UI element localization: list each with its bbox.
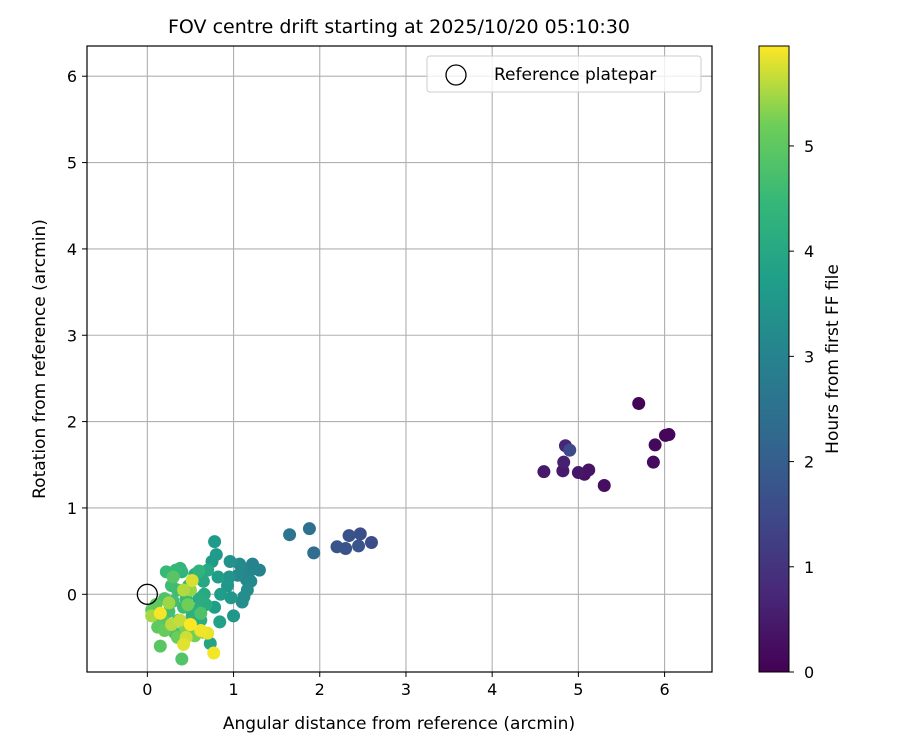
data-point bbox=[194, 606, 208, 620]
data-point bbox=[307, 546, 321, 560]
y-tick-label: 1 bbox=[67, 499, 77, 518]
y-tick-label: 0 bbox=[67, 585, 77, 604]
x-tick-label: 4 bbox=[487, 680, 497, 699]
data-point bbox=[597, 478, 611, 492]
data-point bbox=[557, 455, 571, 469]
data-point bbox=[224, 591, 238, 605]
y-tick-label: 5 bbox=[67, 154, 77, 173]
data-point bbox=[330, 540, 344, 554]
x-tick-label: 6 bbox=[659, 680, 669, 699]
y-axis-label: Rotation from reference (arcmin) bbox=[30, 219, 50, 499]
y-tick-label: 3 bbox=[67, 326, 77, 345]
data-point bbox=[223, 554, 237, 568]
y-tick-label: 2 bbox=[67, 413, 77, 432]
y-axis-ticks: 0 1 2 3 4 5 6 bbox=[67, 67, 87, 604]
chart-title: FOV centre drift starting at 2025/10/20 … bbox=[168, 16, 630, 38]
data-point bbox=[537, 465, 551, 479]
colorbar-tick-label: 0 bbox=[804, 663, 814, 682]
colorbar-gradient bbox=[758, 45, 790, 673]
x-tick-label: 5 bbox=[573, 680, 583, 699]
data-point bbox=[153, 606, 167, 620]
y-tick-label: 6 bbox=[67, 67, 77, 86]
colorbar: 0 1 2 3 4 5 Hours from first FF file bbox=[758, 45, 843, 682]
data-point bbox=[177, 637, 191, 651]
x-axis-ticks: 0 1 2 3 4 5 6 bbox=[142, 672, 670, 699]
data-point bbox=[227, 609, 241, 623]
data-point bbox=[173, 613, 187, 627]
data-point bbox=[646, 455, 660, 469]
x-axis-label: Angular distance from reference (arcmin) bbox=[223, 714, 575, 734]
colorbar-tick-label: 1 bbox=[804, 558, 814, 577]
reference-platepar-marker bbox=[136, 583, 158, 605]
colorbar-tick-label: 4 bbox=[804, 242, 814, 261]
legend: Reference platepar bbox=[426, 55, 702, 93]
colorbar-tick-label: 5 bbox=[804, 137, 814, 156]
data-point bbox=[175, 652, 189, 666]
data-point bbox=[207, 646, 221, 660]
data-points bbox=[136, 396, 676, 666]
x-tick-label: 0 bbox=[142, 680, 152, 699]
data-point bbox=[571, 466, 585, 480]
data-point bbox=[194, 624, 208, 638]
data-point bbox=[342, 529, 356, 543]
data-point bbox=[177, 583, 191, 597]
data-point bbox=[181, 598, 195, 612]
data-point bbox=[183, 618, 197, 632]
y-tick-label: 4 bbox=[67, 240, 77, 259]
data-point bbox=[582, 463, 596, 477]
data-point bbox=[352, 539, 366, 553]
data-point bbox=[192, 564, 206, 578]
data-point bbox=[162, 596, 176, 610]
data-point bbox=[221, 579, 235, 593]
data-point bbox=[213, 615, 227, 629]
data-point bbox=[166, 570, 180, 584]
data-point bbox=[153, 639, 167, 653]
data-point bbox=[211, 570, 225, 584]
data-point bbox=[185, 573, 199, 587]
x-tick-label: 2 bbox=[315, 680, 325, 699]
data-point bbox=[364, 535, 378, 549]
plot-frame bbox=[86, 45, 713, 673]
data-point bbox=[632, 396, 646, 410]
data-point bbox=[235, 595, 249, 609]
data-point bbox=[302, 522, 316, 536]
data-point bbox=[214, 587, 228, 601]
data-point bbox=[283, 528, 297, 542]
colorbar-ticks: 0 1 2 3 4 5 bbox=[789, 137, 814, 682]
x-tick-label: 1 bbox=[228, 680, 238, 699]
data-point bbox=[662, 428, 676, 442]
legend-box bbox=[426, 55, 702, 93]
colorbar-tick-label: 2 bbox=[804, 453, 814, 472]
data-point bbox=[648, 438, 662, 452]
colorbar-tick-label: 3 bbox=[804, 347, 814, 366]
data-point bbox=[353, 527, 367, 541]
legend-label: Reference platepar bbox=[494, 65, 656, 85]
data-point bbox=[563, 443, 577, 457]
x-tick-label: 3 bbox=[401, 680, 411, 699]
legend-marker-reference-platepar bbox=[445, 64, 467, 86]
data-point bbox=[208, 535, 222, 549]
colorbar-label: Hours from first FF file bbox=[823, 264, 843, 454]
